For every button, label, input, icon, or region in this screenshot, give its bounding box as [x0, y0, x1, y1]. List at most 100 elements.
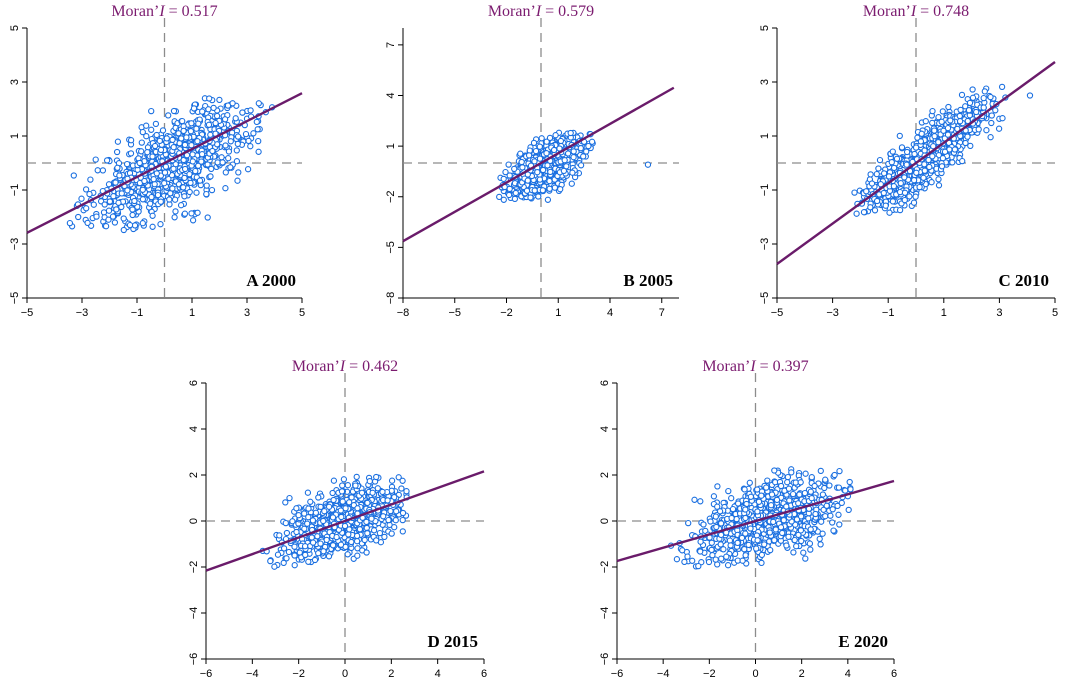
data-point	[391, 524, 398, 531]
data-point	[387, 507, 394, 515]
data-point	[312, 509, 320, 516]
x-tick-label: −4	[246, 668, 259, 680]
data-point	[885, 173, 893, 180]
x-tick-label: 0	[752, 668, 758, 680]
data-point	[280, 559, 287, 567]
data-point	[975, 126, 982, 133]
data-point	[939, 155, 947, 162]
data-point	[973, 108, 980, 116]
data-point	[739, 557, 746, 564]
data-point	[114, 138, 122, 145]
data-point	[718, 555, 725, 562]
data-point	[307, 498, 314, 505]
data-point	[159, 127, 167, 134]
data-point	[564, 150, 572, 157]
data-point	[876, 156, 884, 164]
data-point	[399, 528, 406, 535]
data-point	[337, 507, 344, 514]
data-point	[153, 170, 160, 177]
data-point	[992, 107, 999, 114]
data-point	[344, 482, 352, 489]
data-point	[267, 557, 274, 565]
data-point	[875, 165, 882, 172]
data-point	[221, 116, 229, 123]
y-tick-label: −6	[188, 653, 200, 666]
data-point	[829, 519, 836, 526]
data-point	[806, 540, 814, 547]
data-point	[697, 498, 704, 505]
data-point	[254, 126, 261, 133]
data-point	[315, 494, 322, 501]
y-tick-label: 1	[9, 133, 21, 139]
data-point	[301, 510, 308, 517]
data-point	[906, 193, 913, 200]
data-point	[302, 551, 309, 559]
data-point	[745, 541, 752, 549]
data-point	[186, 188, 193, 196]
data-point	[500, 196, 507, 203]
data-point	[192, 167, 199, 175]
y-tick-label: −3	[9, 238, 21, 251]
data-point	[171, 196, 179, 203]
data-point	[898, 144, 906, 151]
data-point	[873, 197, 881, 205]
scatter-points	[66, 95, 276, 234]
data-point	[838, 499, 845, 507]
data-point	[819, 491, 827, 498]
data-point	[178, 135, 185, 142]
data-point	[293, 505, 300, 512]
data-point	[777, 482, 785, 490]
data-point	[385, 516, 392, 524]
data-point	[144, 149, 151, 156]
data-point	[274, 551, 282, 558]
data-point	[233, 147, 240, 154]
data-point	[198, 151, 206, 158]
data-point	[835, 484, 843, 491]
data-point	[766, 529, 773, 536]
data-point	[808, 474, 815, 481]
data-point	[149, 223, 156, 230]
data-point	[103, 157, 111, 164]
data-point	[527, 194, 534, 201]
data-point	[282, 499, 289, 506]
data-point	[101, 201, 108, 208]
data-point	[194, 209, 201, 216]
data-point	[380, 513, 387, 520]
data-point	[771, 467, 778, 474]
data-point	[399, 516, 406, 524]
data-point	[99, 167, 107, 174]
x-tick-label: −6	[200, 668, 213, 680]
data-point	[193, 189, 200, 196]
x-tick-label: −2	[500, 307, 513, 319]
data-point	[354, 552, 361, 559]
data-point	[219, 159, 226, 166]
data-point	[729, 505, 737, 513]
data-point	[912, 144, 920, 151]
data-point	[329, 489, 336, 497]
data-point	[903, 161, 910, 168]
data-point	[758, 551, 766, 559]
data-point	[354, 505, 361, 512]
data-point	[124, 187, 131, 194]
data-point	[930, 143, 937, 150]
data-point	[190, 105, 198, 112]
data-point	[890, 164, 898, 172]
data-point	[877, 181, 884, 188]
data-point	[921, 167, 928, 174]
data-point	[194, 138, 201, 145]
data-point	[189, 151, 196, 158]
data-point	[998, 83, 1006, 91]
data-point	[388, 530, 395, 537]
data-point	[903, 148, 911, 156]
moran-title-prefix: Moran’	[863, 3, 911, 20]
data-point	[795, 500, 802, 507]
data-point	[940, 127, 947, 134]
data-point	[199, 108, 206, 115]
data-point	[323, 536, 330, 544]
data-point	[535, 193, 542, 200]
data-point	[356, 526, 364, 533]
data-point	[276, 532, 283, 539]
data-point	[112, 179, 119, 186]
data-point	[90, 201, 97, 208]
data-point	[93, 213, 100, 220]
